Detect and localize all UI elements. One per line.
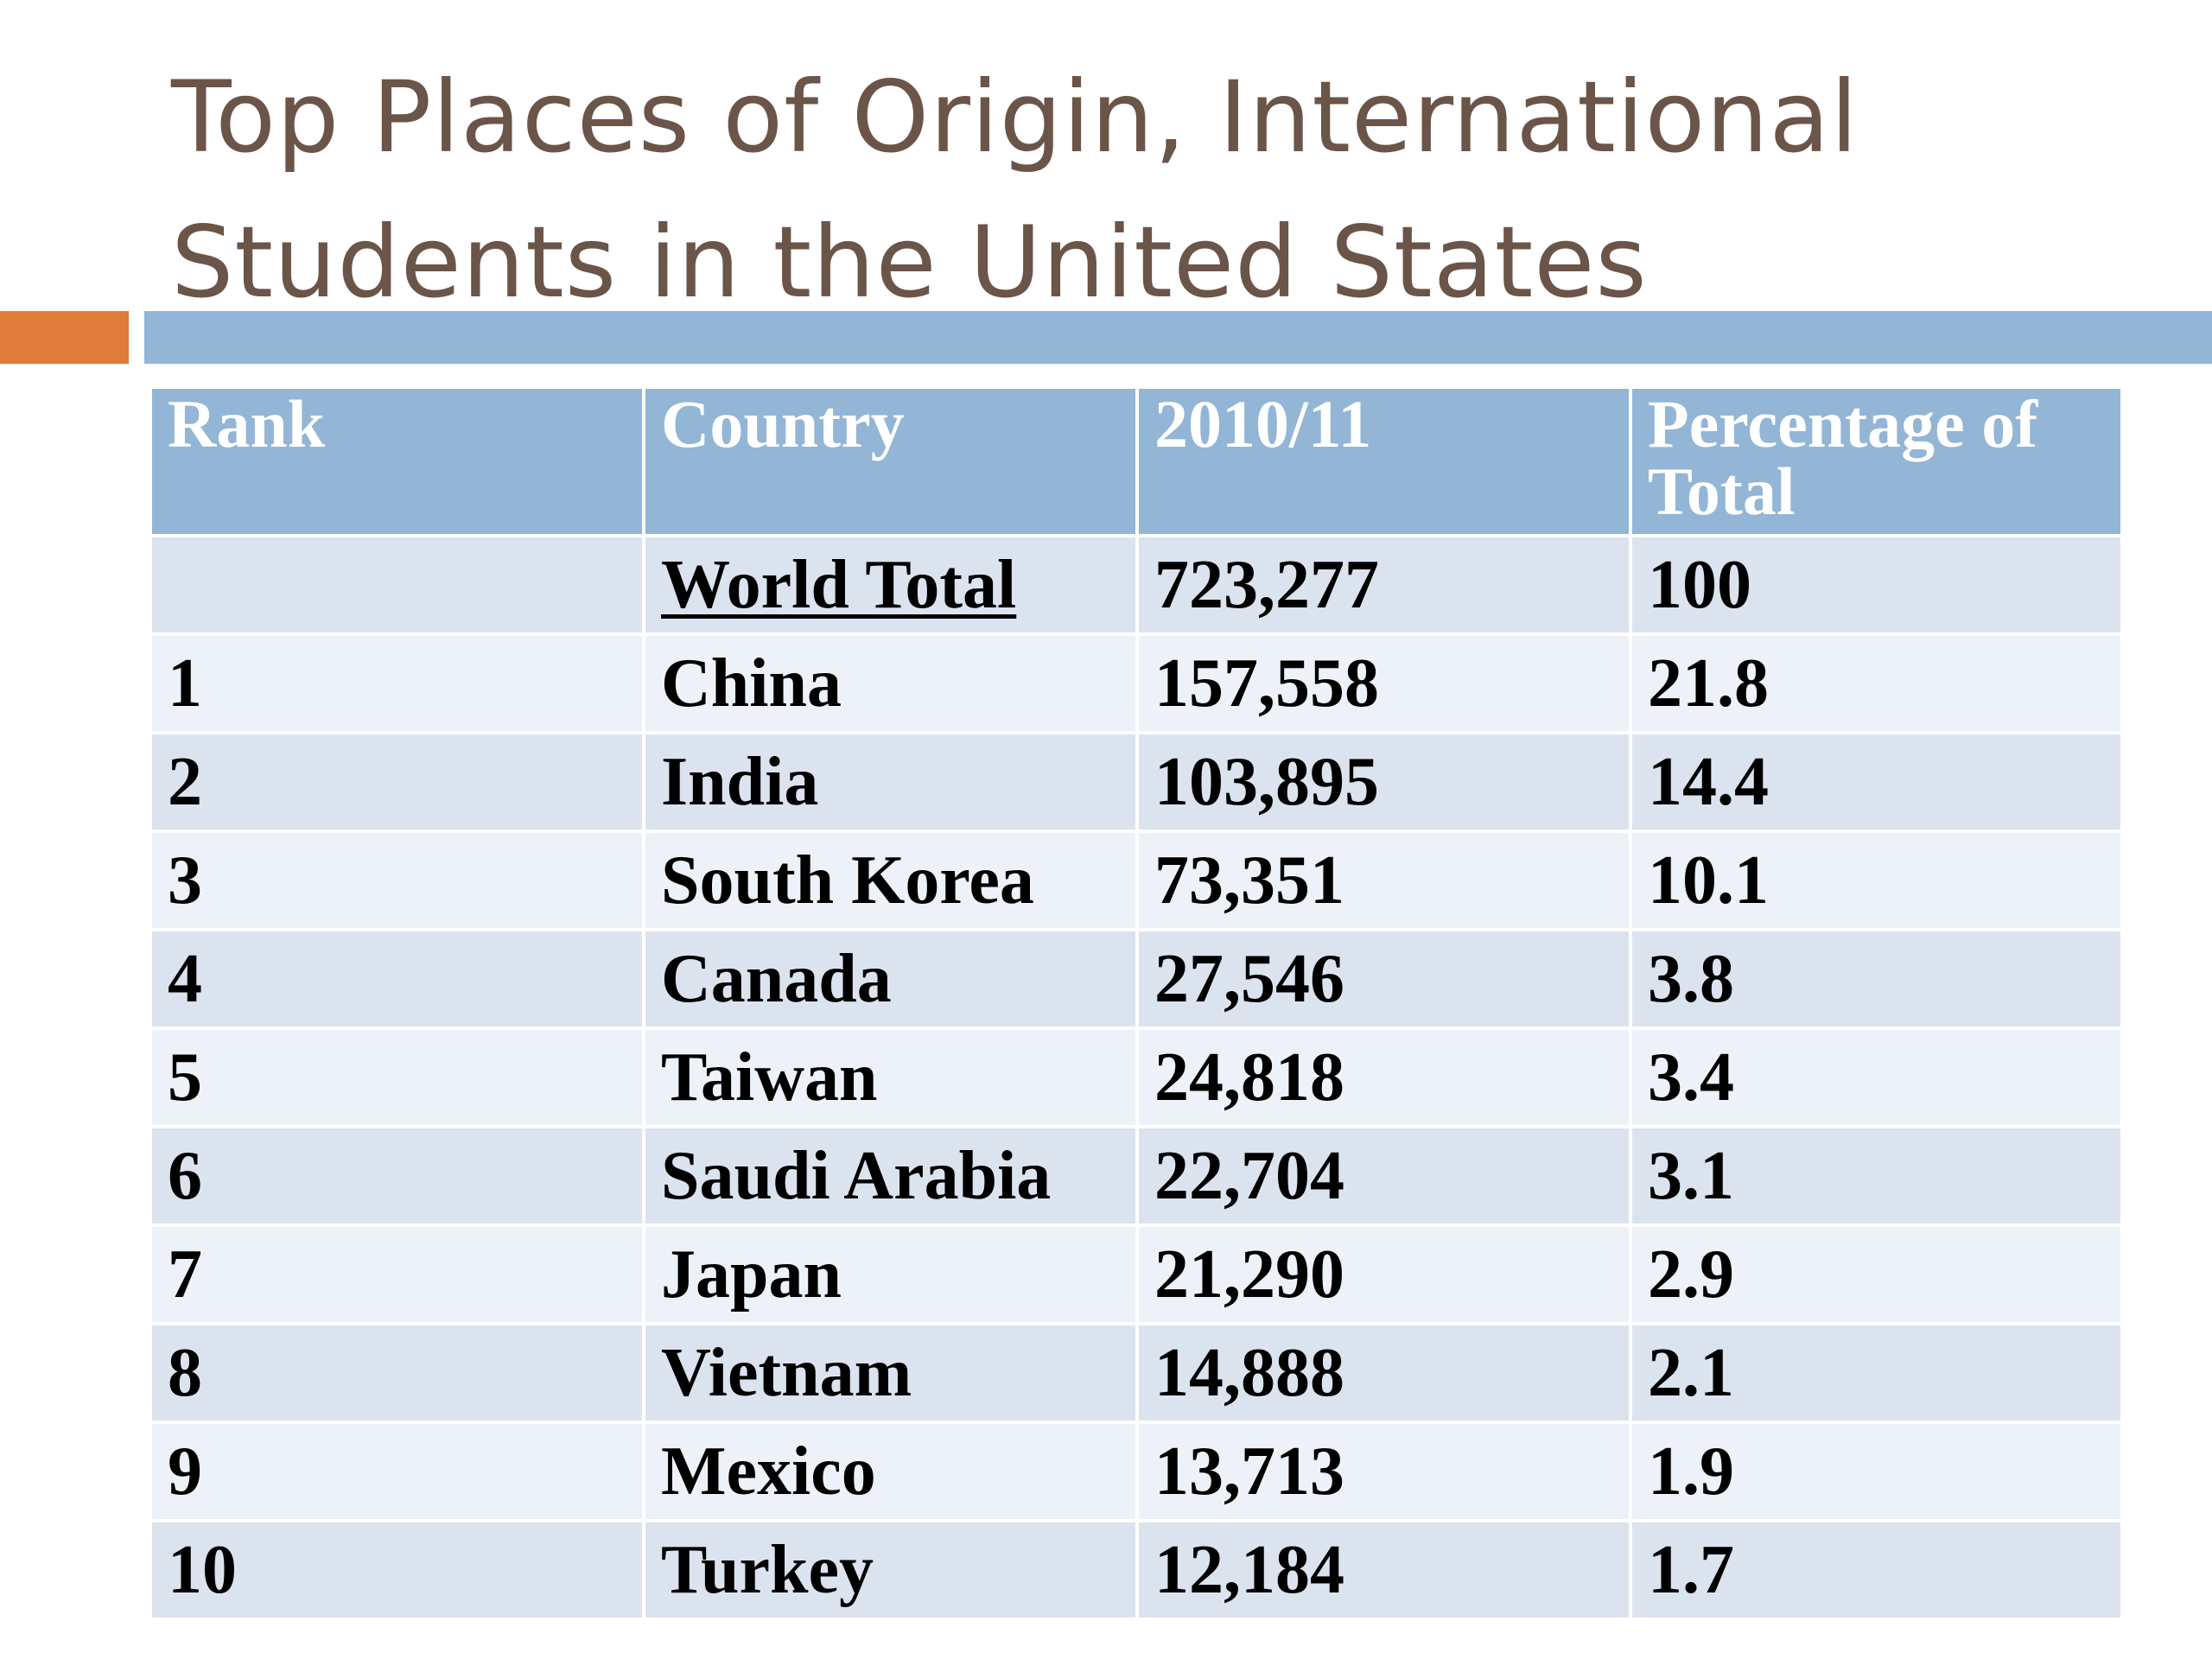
- students-origin-table: Rank Country 2010/11 Percentage of Total…: [149, 385, 2124, 1621]
- cell-country: Japan: [642, 1224, 1139, 1325]
- cell-country: Vietnam: [642, 1322, 1139, 1424]
- cell-students: 21,290: [1135, 1224, 1632, 1325]
- cell-rank: 4: [149, 928, 645, 1030]
- table-row-world-total: World Total 723,277 100: [149, 534, 2124, 636]
- title-rule-bar: [144, 311, 2212, 364]
- cell-rank: 9: [149, 1421, 645, 1522]
- cell-country: South Korea: [642, 830, 1139, 931]
- cell-country: Taiwan: [642, 1027, 1139, 1128]
- cell-students: 22,704: [1135, 1125, 1632, 1227]
- table-row: 4 Canada 27,546 3.8: [149, 928, 2124, 1030]
- cell-rank: 3: [149, 830, 645, 931]
- table-header-row: Rank Country 2010/11 Percentage of Total: [149, 385, 2124, 537]
- header-year: 2010/11: [1135, 385, 1632, 537]
- cell-rank: 1: [149, 632, 645, 734]
- cell-country: Turkey: [642, 1519, 1139, 1621]
- slide-title-line-1: Top Places of Origin, International: [171, 60, 1859, 175]
- cell-students: 24,818: [1135, 1027, 1632, 1128]
- cell-students: 723,277: [1135, 534, 1632, 636]
- world-total-label: World Total: [661, 547, 1017, 623]
- header-percentage: Percentage of Total: [1629, 385, 2124, 537]
- header-country: Country: [642, 385, 1139, 537]
- cell-rank: 8: [149, 1322, 645, 1424]
- cell-percentage: 2.1: [1629, 1322, 2124, 1424]
- cell-students: 73,351: [1135, 830, 1632, 931]
- cell-percentage: 100: [1629, 534, 2124, 636]
- cell-percentage: 1.7: [1629, 1519, 2124, 1621]
- cell-percentage: 14.4: [1629, 731, 2124, 833]
- cell-students: 13,713: [1135, 1421, 1632, 1522]
- cell-percentage: 3.1: [1629, 1125, 2124, 1227]
- slide-title: Top Places of Origin, International Stud…: [171, 45, 2072, 335]
- cell-rank: 7: [149, 1224, 645, 1325]
- table-row: 5 Taiwan 24,818 3.4: [149, 1027, 2124, 1128]
- cell-percentage: 1.9: [1629, 1421, 2124, 1522]
- header-rank: Rank: [149, 385, 645, 537]
- table-row: 10 Turkey 12,184 1.7: [149, 1519, 2124, 1621]
- cell-rank: 2: [149, 731, 645, 833]
- accent-bar: [0, 311, 129, 364]
- cell-percentage: 3.8: [1629, 928, 2124, 1030]
- table-row: 2 India 103,895 14.4: [149, 731, 2124, 833]
- cell-country: Canada: [642, 928, 1139, 1030]
- cell-students: 103,895: [1135, 731, 1632, 833]
- slide-title-line-2: Students in the United States: [171, 205, 1648, 320]
- table-row: 1 China 157,558 21.8: [149, 632, 2124, 734]
- cell-students: 27,546: [1135, 928, 1632, 1030]
- cell-percentage: 3.4: [1629, 1027, 2124, 1128]
- cell-rank: 6: [149, 1125, 645, 1227]
- cell-students: 12,184: [1135, 1519, 1632, 1621]
- cell-percentage: 2.9: [1629, 1224, 2124, 1325]
- cell-percentage: 21.8: [1629, 632, 2124, 734]
- table-row: 9 Mexico 13,713 1.9: [149, 1421, 2124, 1522]
- cell-country: Mexico: [642, 1421, 1139, 1522]
- cell-rank: 10: [149, 1519, 645, 1621]
- table-row: 6 Saudi Arabia 22,704 3.1: [149, 1125, 2124, 1227]
- cell-country: Saudi Arabia: [642, 1125, 1139, 1227]
- table-row: 3 South Korea 73,351 10.1: [149, 830, 2124, 931]
- table-row: 8 Vietnam 14,888 2.1: [149, 1322, 2124, 1424]
- table-row: 7 Japan 21,290 2.9: [149, 1224, 2124, 1325]
- cell-students: 157,558: [1135, 632, 1632, 734]
- cell-students: 14,888: [1135, 1322, 1632, 1424]
- cell-country: India: [642, 731, 1139, 833]
- cell-country: World Total: [642, 534, 1139, 636]
- cell-rank: [149, 534, 645, 636]
- cell-percentage: 10.1: [1629, 830, 2124, 931]
- cell-country: China: [642, 632, 1139, 734]
- cell-rank: 5: [149, 1027, 645, 1128]
